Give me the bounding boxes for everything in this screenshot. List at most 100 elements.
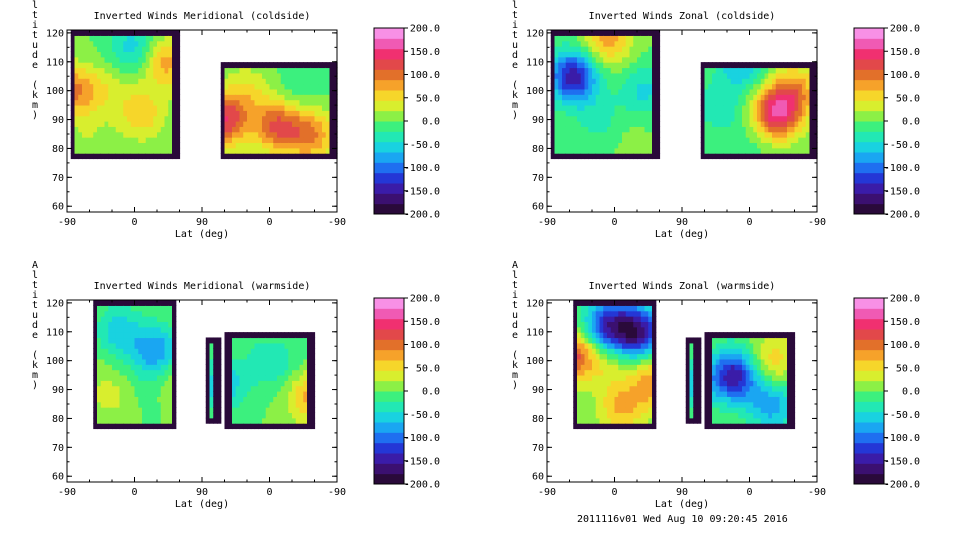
field-cell (235, 121, 241, 127)
field-cell (123, 321, 128, 328)
field-cell (224, 131, 229, 138)
field-cell (764, 78, 769, 85)
field-cell (640, 62, 646, 69)
field-cell (112, 326, 117, 333)
field-cell (554, 121, 559, 127)
field-cell (247, 110, 252, 117)
field-cell (160, 407, 166, 414)
field-cell (749, 62, 754, 69)
field-cell (610, 391, 616, 397)
field-cell (153, 153, 158, 160)
field-cell (614, 385, 619, 392)
field-cell (213, 380, 218, 387)
field-cell (145, 126, 151, 133)
field-cell (655, 115, 661, 122)
field-cell (772, 412, 777, 419)
field-cell (625, 88, 631, 95)
colorbar-label: 0.0 (422, 117, 440, 128)
field-cell (224, 385, 229, 392)
field-cell (142, 369, 147, 376)
field-cell (749, 337, 754, 344)
field-cell (310, 353, 316, 360)
field-cell (138, 342, 143, 349)
field-cell (652, 305, 657, 312)
field-cell (637, 342, 642, 349)
field-cell (794, 115, 799, 122)
field-cell (269, 104, 274, 111)
field-cell (164, 358, 169, 365)
field-cell (247, 380, 252, 387)
field-cell (603, 417, 608, 424)
field-cell (719, 364, 724, 371)
field-cell (550, 78, 556, 85)
field-cell (693, 407, 698, 414)
field-cell (742, 364, 747, 371)
field-cell (145, 380, 151, 387)
field-cell (712, 72, 717, 79)
field-cell (734, 358, 739, 365)
field-cell (599, 153, 604, 160)
field-cell (235, 137, 241, 144)
field-cell (734, 401, 739, 408)
field-cell (254, 78, 259, 85)
field-cell (640, 401, 646, 408)
field-cell (723, 78, 728, 85)
field-cell (160, 104, 166, 111)
field-cell (569, 121, 574, 127)
field-cell (134, 110, 139, 117)
field-cell (142, 305, 147, 312)
field-cell (138, 115, 143, 122)
colorbar-swatch (374, 100, 404, 112)
field-cell (93, 35, 98, 42)
field-cell (629, 401, 634, 408)
field-cell (134, 56, 139, 63)
field-cell (277, 121, 282, 127)
field-cell (565, 40, 571, 47)
colorbar-swatch (374, 411, 404, 423)
field-cell (614, 99, 619, 106)
field-cell (299, 417, 304, 424)
field-cell (614, 56, 619, 63)
field-cell (157, 62, 162, 69)
field-cell (93, 115, 98, 122)
field-cell (160, 142, 166, 149)
field-cell (637, 46, 642, 53)
field-cell (629, 78, 634, 85)
field-cell (599, 412, 604, 419)
field-cell (333, 78, 338, 85)
field-cell (288, 121, 293, 127)
field-cell (258, 348, 263, 355)
field-cell (273, 385, 278, 392)
field-cell (142, 407, 147, 414)
field-cell (588, 385, 593, 392)
colorbar-swatch (374, 391, 404, 402)
field-cell (153, 380, 158, 387)
field-cell (254, 121, 259, 127)
field-cell (685, 342, 691, 349)
field-cell (648, 51, 653, 58)
field-cell (239, 94, 244, 101)
field-cell (160, 358, 166, 365)
field-cell (783, 423, 788, 430)
field-cell (625, 115, 631, 122)
field-cell (723, 374, 728, 381)
field-cell (637, 337, 642, 344)
field-cell (250, 374, 256, 381)
field-cell (618, 88, 623, 95)
field-cell (292, 374, 297, 381)
y-tick-label: 80 (52, 144, 64, 155)
field-cell (213, 348, 218, 355)
field-cell (783, 417, 788, 424)
field-cell (700, 104, 706, 111)
field-cell (262, 358, 267, 365)
field-cell (119, 358, 124, 365)
field-cell (299, 332, 304, 339)
field-cell (622, 115, 627, 122)
field-cell (232, 99, 237, 106)
field-cell (265, 332, 271, 339)
field-cell (562, 115, 567, 122)
field-cell (730, 374, 736, 381)
field-cell (640, 369, 646, 376)
field-cell (749, 110, 754, 117)
field-cell (715, 78, 721, 85)
